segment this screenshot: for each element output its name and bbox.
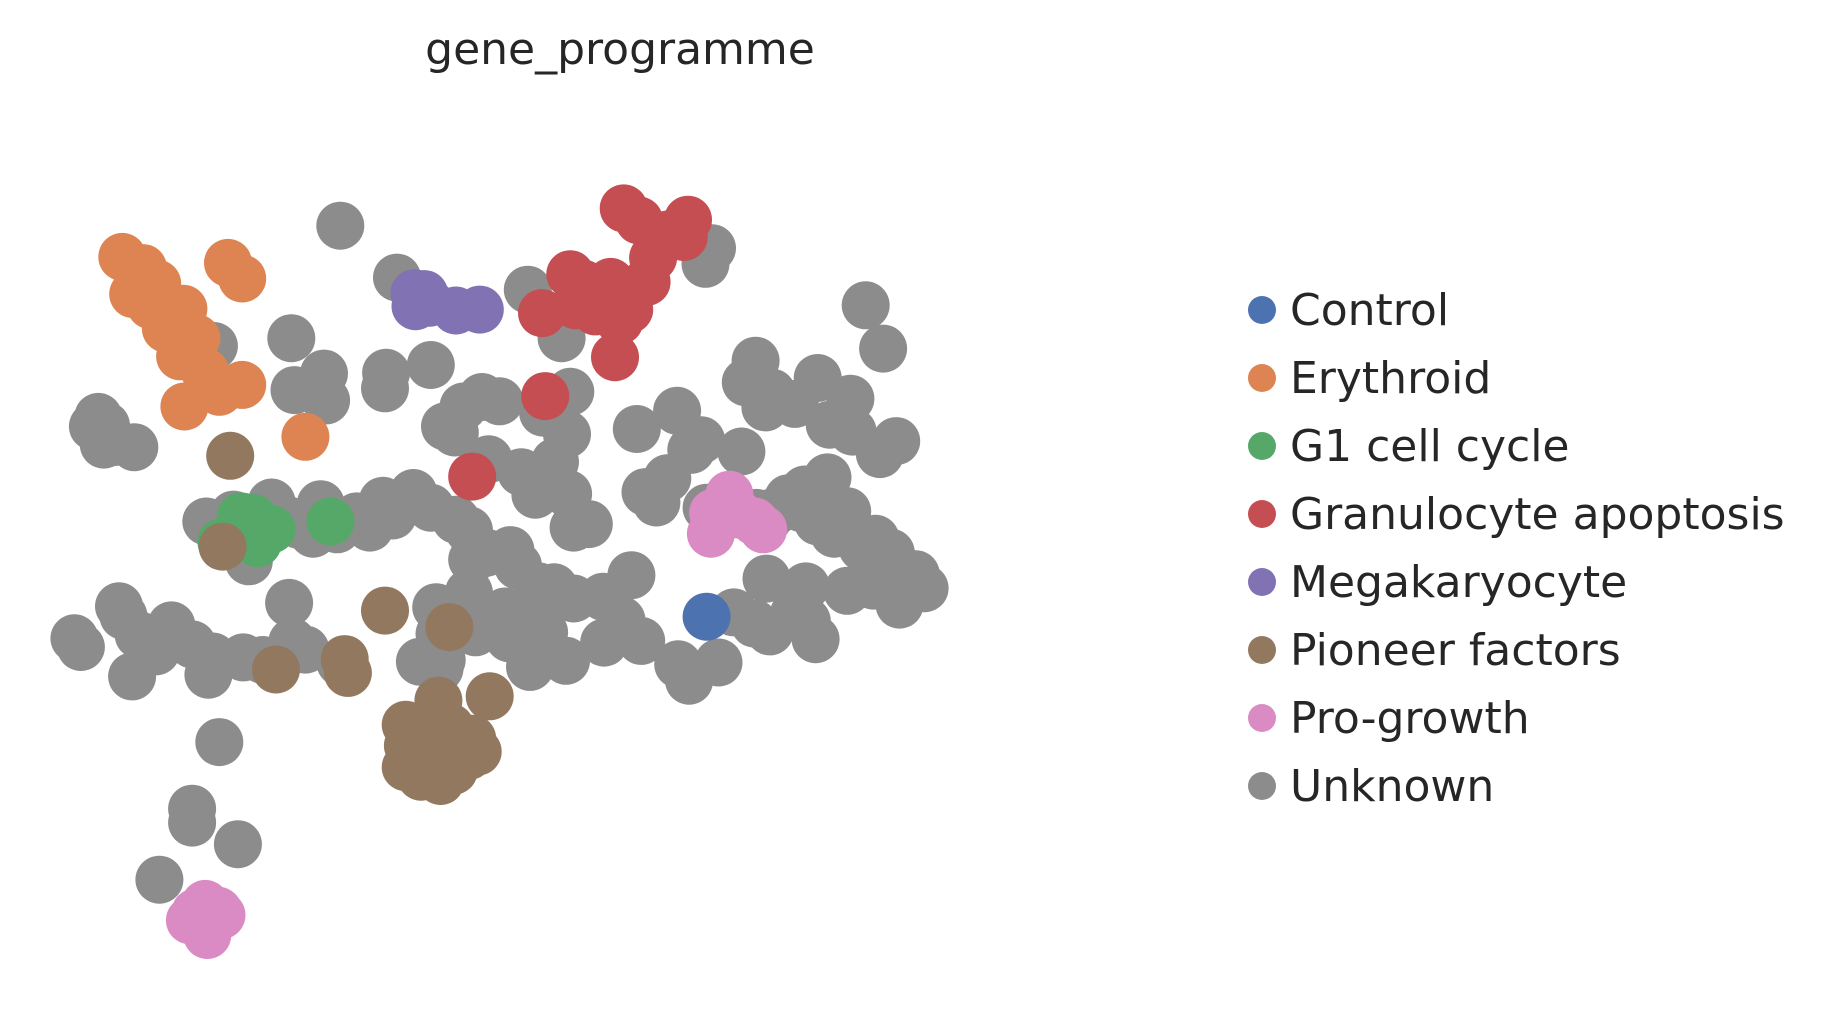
point-unknown (267, 314, 316, 363)
point-unknown (741, 383, 790, 432)
point-unknown (564, 500, 613, 549)
point-granulocyte-apoptosis (448, 452, 497, 501)
point-unknown (717, 427, 766, 476)
point-unknown (56, 623, 105, 671)
point-pioneer-factors (323, 648, 372, 697)
point-unknown (184, 650, 233, 699)
point-granulocyte-apoptosis (595, 296, 644, 345)
point-unknown (523, 457, 572, 506)
point-unknown (791, 615, 840, 664)
point-erythroid (218, 254, 267, 303)
point-pro-growth (739, 505, 788, 554)
scatter-points (50, 184, 949, 959)
point-unknown (643, 454, 692, 503)
point-erythroid (218, 360, 267, 409)
point-control (682, 592, 731, 641)
point-pioneer-factors (206, 431, 255, 480)
point-g1-cell-cycle (306, 497, 355, 546)
point-unknown (694, 638, 743, 687)
point-unknown (361, 364, 409, 413)
point-pioneer-factors (406, 731, 455, 780)
point-unknown (742, 554, 791, 603)
legend-label-megakaryocyte: Megakaryocyte (1290, 557, 1627, 608)
point-megakaryocyte (391, 282, 440, 331)
legend-label-erythroid: Erythroid (1290, 353, 1491, 404)
point-granulocyte-apoptosis (659, 213, 708, 261)
point-unknown (316, 201, 365, 250)
legend-label-pioneer-factors: Pioneer factors (1290, 625, 1621, 676)
point-unknown (395, 637, 444, 686)
point-unknown (823, 566, 872, 615)
legend-label-control: Control (1290, 285, 1449, 336)
point-unknown (841, 281, 890, 330)
legend-marker-unknown (1248, 772, 1276, 800)
point-pioneer-factors (198, 522, 247, 571)
point-unknown (475, 377, 524, 426)
point-pro-growth (686, 509, 735, 558)
point-unknown (617, 616, 666, 665)
point-pioneer-factors (453, 727, 502, 776)
point-g1-cell-cycle (247, 505, 296, 554)
legend-label-g1-cell-cycle: G1 cell cycle (1290, 421, 1570, 472)
legend-label-granulocyte-apoptosis: Granulocyte apoptosis (1290, 489, 1785, 540)
legend-marker-control (1248, 296, 1276, 324)
point-unknown (213, 820, 262, 869)
point-granulocyte-apoptosis (591, 333, 639, 382)
point-granulocyte-apoptosis (521, 372, 570, 421)
point-erythroid (160, 382, 209, 431)
legend-marker-g1-cell-cycle (1248, 432, 1276, 460)
point-unknown (875, 580, 924, 629)
point-unknown (677, 416, 726, 465)
legend-marker-megakaryocyte (1248, 568, 1276, 596)
point-unknown (520, 608, 569, 657)
point-unknown (135, 855, 184, 904)
legend-label-pro-growth: Pro-growth (1290, 693, 1530, 744)
point-unknown (872, 417, 921, 466)
point-pioneer-factors (361, 586, 409, 635)
point-unknown (859, 324, 908, 373)
point-pioneer-factors (465, 672, 514, 721)
point-unknown (110, 423, 159, 472)
legend-label-unknown: Unknown (1290, 761, 1494, 812)
point-unknown (302, 376, 351, 425)
point-pro-growth (197, 891, 246, 940)
point-megakaryocyte (455, 285, 504, 334)
legend-marker-erythroid (1248, 364, 1276, 392)
point-unknown (195, 718, 244, 767)
legend-marker-pro-growth (1248, 704, 1276, 732)
point-unknown (612, 405, 661, 453)
legend-marker-granulocyte-apoptosis (1248, 500, 1276, 528)
point-unknown (607, 551, 656, 600)
point-unknown (580, 618, 629, 667)
point-unknown (168, 798, 217, 847)
point-unknown (406, 341, 455, 389)
point-unknown (430, 408, 479, 457)
plot-title: gene_programme (425, 24, 815, 75)
legend-marker-pioneer-factors (1248, 636, 1276, 664)
point-unknown (108, 652, 157, 701)
point-erythroid (281, 412, 330, 461)
point-pioneer-factors (252, 645, 300, 694)
point-pioneer-factors (425, 603, 474, 652)
point-unknown (265, 578, 314, 627)
legend: Control Erythroid G1 cell cycle Granulocyte… (1248, 285, 1785, 812)
